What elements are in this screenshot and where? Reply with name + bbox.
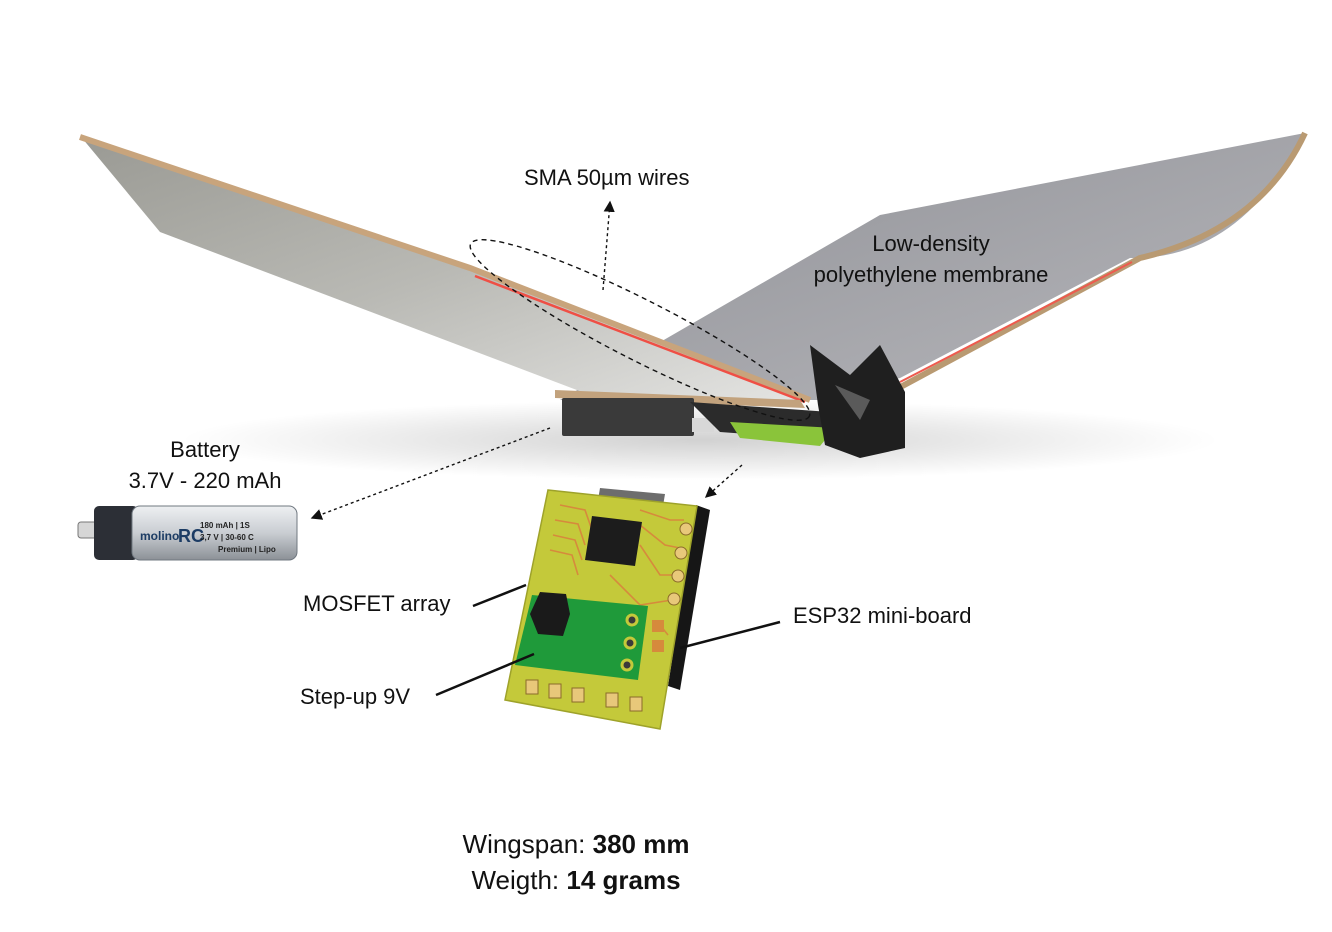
left-wing-sma-wire xyxy=(474,274,806,404)
battery-cap xyxy=(94,506,138,560)
sma-highlight-ellipse xyxy=(469,238,811,422)
specs-block: Wingspan: 380 mm Weigth: 14 grams xyxy=(376,826,776,898)
pcb-pads xyxy=(525,522,693,712)
esp32-board-edge xyxy=(668,505,710,690)
wingspan-value: 380 mm xyxy=(592,829,690,859)
stepup-leader xyxy=(435,652,535,697)
board-arrow xyxy=(704,464,743,498)
esp32-leader xyxy=(679,620,781,650)
battery: molino RC 180 mAh | 1S 3,7 V | 30-60 C P… xyxy=(77,505,298,561)
battery-connector xyxy=(692,418,714,432)
battery-arrow xyxy=(310,427,551,520)
battery-body xyxy=(131,505,298,561)
pcb-assembly xyxy=(504,488,710,730)
left-wing-spar xyxy=(79,134,812,403)
battery-label: Battery 3.7V - 220 mAh xyxy=(110,434,300,496)
mosfet-chip xyxy=(585,516,642,566)
weight-value: 14 grams xyxy=(566,865,681,895)
weight-line: Weigth: 14 grams xyxy=(376,862,776,898)
battery-rating: 3,7 V | 30-60 C xyxy=(200,533,254,542)
weight-label: Weigth: xyxy=(471,865,567,895)
stepup-label: Step-up 9V xyxy=(300,684,411,709)
pcb-mounted xyxy=(730,422,835,446)
mosfet-leader xyxy=(472,583,527,608)
rudder-highlight xyxy=(835,385,870,420)
esp32-label: ESP32 mini-board xyxy=(793,603,972,628)
wingspan-label: Wingspan: xyxy=(462,829,593,859)
battery-label-line1: Battery xyxy=(170,437,240,462)
battery-brand: molino xyxy=(140,529,179,543)
battery-capacity: 180 mAh | 1S xyxy=(200,521,250,530)
ground-shadow xyxy=(180,400,1220,480)
right-wing-membrane xyxy=(560,133,1305,400)
sma-wires-label: SMA 50µm wires xyxy=(524,165,690,190)
battery-label-line2: 3.7V - 220 mAh xyxy=(128,468,282,493)
stepup-pins xyxy=(620,613,639,672)
wingspan-line: Wingspan: 380 mm xyxy=(376,826,776,862)
membrane-label-line2: polyethylene membrane xyxy=(813,262,1049,287)
battery-brand-rc: RC xyxy=(178,526,204,546)
battery-pack-mounted xyxy=(562,398,694,436)
stepup-inductor xyxy=(530,592,570,636)
right-wing-sma-wire xyxy=(899,261,1133,383)
battery-type: Premium | Lipo xyxy=(218,545,276,554)
membrane-label: Low-density polyethylene membrane xyxy=(790,228,1072,290)
right-wing-spar xyxy=(893,131,1308,393)
membrane-label-line1: Low-density xyxy=(872,231,990,256)
mosfet-label: MOSFET array xyxy=(303,591,451,616)
pcb-side-pads xyxy=(652,620,664,652)
sma-arrow xyxy=(602,200,615,291)
